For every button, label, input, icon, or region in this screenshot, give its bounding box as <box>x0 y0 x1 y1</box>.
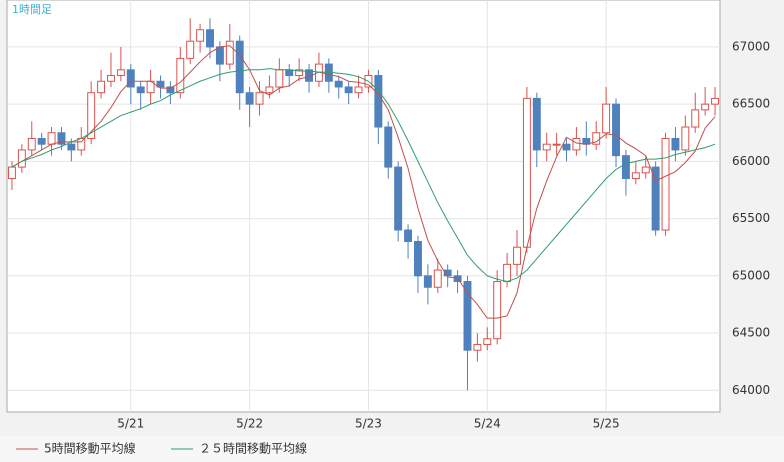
legend-label: 5時間移動平均線 <box>44 441 136 456</box>
candle-body <box>334 80 343 88</box>
candle-body <box>225 40 234 65</box>
y-tick-label: 65000 <box>732 268 770 282</box>
candle-body <box>77 137 86 151</box>
candle-body <box>701 103 710 111</box>
candle-body <box>612 103 620 157</box>
candle-body <box>116 69 125 77</box>
candle-body <box>483 338 492 345</box>
y-tick-label: 65500 <box>732 211 770 225</box>
candle-body <box>572 137 581 151</box>
candle-body <box>37 137 46 145</box>
candle-body <box>97 80 106 94</box>
candle-body <box>621 155 630 180</box>
candle-body <box>641 166 650 174</box>
x-tick-label: 5/22 <box>236 417 263 431</box>
candle-body <box>552 143 561 146</box>
candle-body <box>602 103 611 134</box>
x-tick-label: 5/21 <box>117 417 144 431</box>
candle-body <box>503 263 512 283</box>
candle-body <box>681 126 690 151</box>
legend-bg <box>0 436 784 462</box>
candle-body <box>265 86 274 94</box>
candle-body <box>255 92 264 105</box>
candle-body <box>7 166 16 180</box>
candle-body <box>651 166 660 231</box>
candle-body <box>107 75 115 82</box>
x-tick-label: 5/23 <box>355 417 382 431</box>
candle-body <box>166 86 175 94</box>
chart-title: 1時間足 <box>12 3 52 16</box>
ma-line <box>11 45 716 319</box>
candle-body <box>691 109 700 128</box>
ma-line <box>11 68 716 283</box>
x-tick-label: 5/24 <box>474 417 501 431</box>
candle-body <box>473 343 482 351</box>
candle-body <box>522 97 531 248</box>
candle-body <box>513 246 521 265</box>
candle-body <box>176 57 185 94</box>
x-tick-label: 5/25 <box>593 417 620 431</box>
candle-body <box>126 69 135 88</box>
candle-body <box>542 143 551 151</box>
candle-body <box>235 40 244 94</box>
y-tick-label: 64000 <box>732 383 770 397</box>
candle-body <box>136 86 145 94</box>
candle-body <box>344 86 353 94</box>
candle-body <box>295 69 304 77</box>
y-tick-label: 64500 <box>732 326 770 340</box>
candle-body <box>186 40 195 59</box>
candle-body <box>67 143 76 151</box>
candle-body <box>156 80 165 88</box>
candle-body <box>661 137 670 231</box>
candle-body <box>215 46 224 65</box>
candle-body <box>443 269 452 277</box>
candle-body <box>206 29 214 48</box>
candle-body <box>493 281 502 340</box>
candle-body <box>433 269 442 288</box>
candle-body <box>404 229 413 242</box>
candle-body <box>384 126 393 168</box>
y-tick-label: 67000 <box>732 39 770 53</box>
candle-body <box>245 92 254 105</box>
candle-body <box>27 137 36 151</box>
candle-body <box>47 132 56 145</box>
candle-body <box>17 149 26 168</box>
candle-body <box>354 86 363 94</box>
candle-body <box>631 172 640 180</box>
plot-area <box>6 0 721 413</box>
candle-body <box>711 97 720 105</box>
candle-body <box>463 281 472 351</box>
candle-body <box>87 92 96 139</box>
legend-label: ２５時間移動平均線 <box>199 441 307 456</box>
y-tick-label: 66000 <box>732 154 770 168</box>
y-tick-label: 66500 <box>732 97 770 111</box>
candle-body <box>423 275 432 288</box>
candle-body <box>285 69 294 77</box>
candle-body <box>532 97 541 151</box>
candle-body <box>671 137 680 151</box>
candle-body <box>374 75 383 128</box>
candle-body <box>413 240 422 277</box>
candle-body <box>394 166 403 231</box>
candle-body <box>562 143 571 151</box>
candle-body <box>275 69 284 88</box>
candle-body <box>196 29 205 42</box>
candle-body <box>57 132 66 145</box>
